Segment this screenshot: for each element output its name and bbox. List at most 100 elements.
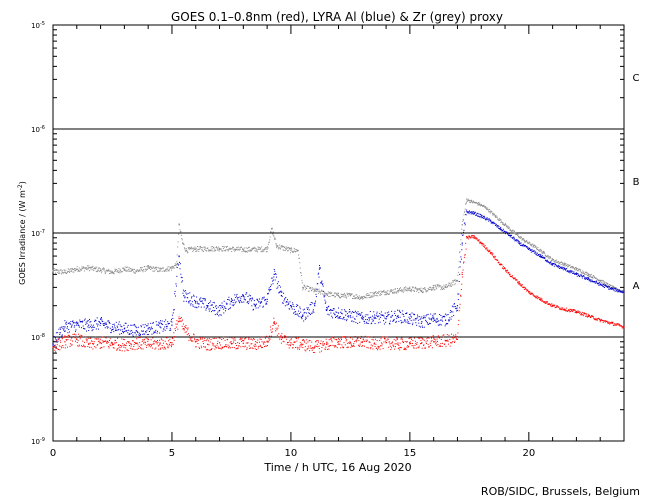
trace-dot xyxy=(144,270,146,272)
trace-dot xyxy=(99,347,101,349)
trace-dot xyxy=(608,321,610,323)
trace-dot xyxy=(340,293,342,295)
trace-dot xyxy=(379,339,381,341)
trace-dot xyxy=(394,310,396,312)
trace-dot xyxy=(256,349,258,351)
trace-dot xyxy=(551,303,553,305)
trace-dot xyxy=(164,326,166,328)
trace-dot xyxy=(334,338,336,340)
trace-dot xyxy=(132,334,134,336)
trace-dot xyxy=(241,301,243,303)
trace-dot xyxy=(541,257,543,259)
trace-dot xyxy=(467,211,469,213)
trace-dot xyxy=(212,338,214,340)
trace-dot xyxy=(608,322,610,324)
trace-dot xyxy=(123,331,125,333)
trace-dot xyxy=(496,226,498,228)
trace-dot xyxy=(422,338,424,340)
trace-dot xyxy=(372,339,374,341)
trace-dot xyxy=(389,290,391,292)
trace-dot xyxy=(166,337,168,339)
trace-dot xyxy=(202,342,204,344)
trace-dot xyxy=(408,313,410,315)
trace-dot xyxy=(92,343,94,345)
trace-dot xyxy=(227,308,229,310)
trace-dot xyxy=(433,285,435,287)
trace-dot xyxy=(354,297,356,299)
trace-dot xyxy=(361,316,363,318)
trace-dot xyxy=(458,261,460,263)
trace-dot xyxy=(63,336,65,338)
trace-dot xyxy=(87,269,89,271)
trace-dot xyxy=(142,270,144,272)
trace-dot xyxy=(514,237,516,239)
trace-dot xyxy=(143,338,145,340)
trace-dot xyxy=(377,345,379,347)
trace-dot xyxy=(98,338,100,340)
trace-dot xyxy=(198,250,200,252)
trace-dot xyxy=(423,344,425,346)
trace-dot xyxy=(291,305,293,307)
trace-dot xyxy=(80,336,82,338)
trace-dot xyxy=(88,327,90,329)
trace-dot xyxy=(194,306,196,308)
data-point xyxy=(421,342,423,344)
trace-dot xyxy=(328,339,330,341)
trace-dot xyxy=(406,319,408,321)
trace-dot xyxy=(72,333,74,335)
trace-dot xyxy=(371,315,373,317)
trace-dot xyxy=(145,341,147,343)
trace-dot xyxy=(283,335,285,337)
trace-dot xyxy=(443,334,445,336)
trace-dot xyxy=(439,323,441,325)
trace-dot xyxy=(447,323,449,325)
trace-dot xyxy=(573,267,575,269)
trace-dot xyxy=(128,266,130,268)
trace-dot xyxy=(401,321,403,323)
trace-dot xyxy=(81,321,83,323)
trace-dot xyxy=(343,346,345,348)
trace-dot xyxy=(142,271,144,273)
trace-dot xyxy=(71,344,73,346)
trace-dot xyxy=(492,213,494,215)
trace-dot xyxy=(541,300,543,302)
trace-dot xyxy=(592,277,594,279)
trace-dot xyxy=(311,312,313,314)
trace-dot xyxy=(141,330,143,332)
trace-dot xyxy=(254,247,256,249)
trace-dot xyxy=(325,301,327,303)
trace-dot xyxy=(225,246,227,248)
trace-dot xyxy=(383,290,385,292)
trace-dot xyxy=(310,304,312,306)
trace-dot xyxy=(312,302,314,304)
trace-dot xyxy=(81,266,83,268)
data-point xyxy=(266,341,268,343)
data-point xyxy=(290,342,292,344)
trace-dot xyxy=(583,312,585,314)
trace-dot xyxy=(59,349,61,351)
trace-dot xyxy=(94,267,96,269)
trace-dot xyxy=(592,316,594,318)
trace-dot xyxy=(621,326,623,328)
trace-dot xyxy=(487,248,489,250)
trace-dot xyxy=(510,235,512,237)
trace-dot xyxy=(139,270,141,272)
trace-dot xyxy=(185,300,187,302)
trace-dot xyxy=(313,291,315,293)
trace-dot xyxy=(144,324,146,326)
trace-dot xyxy=(239,299,241,301)
trace-dot xyxy=(380,345,382,347)
trace-dot xyxy=(469,202,471,204)
trace-dot xyxy=(60,328,62,330)
trace-dot xyxy=(159,342,161,344)
trace-dot xyxy=(173,267,175,269)
trace-dot xyxy=(421,347,423,349)
trace-dot xyxy=(99,270,101,272)
trace-dot xyxy=(588,316,590,318)
trace-dot xyxy=(428,346,430,348)
trace-dot xyxy=(501,223,503,225)
trace-dot xyxy=(367,323,369,325)
trace-dot xyxy=(570,309,572,311)
trace-dot xyxy=(401,290,403,292)
trace-dot xyxy=(612,289,614,291)
